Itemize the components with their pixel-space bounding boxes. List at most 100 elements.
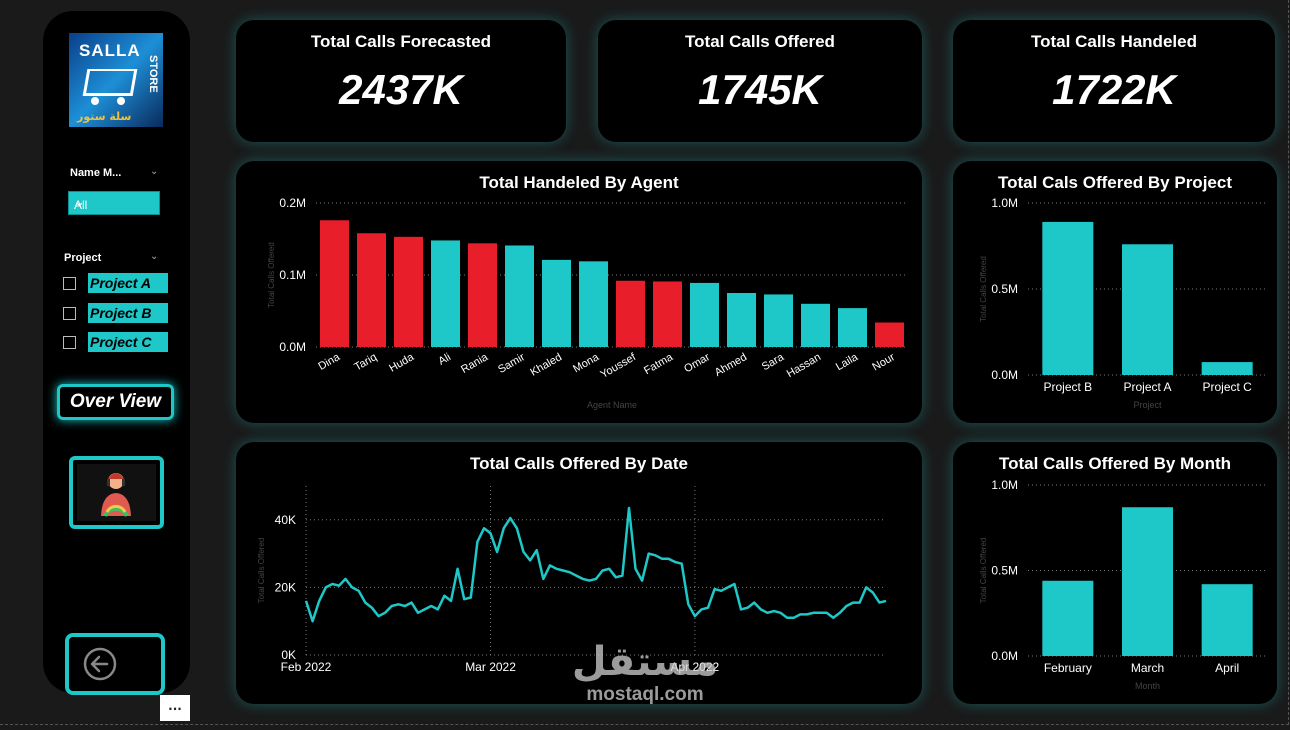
y-tick-label: 40K	[275, 513, 296, 527]
x-tick-label: Mona	[571, 351, 602, 376]
kpi-value: 1722K	[1052, 66, 1176, 113]
kpi-title: Total Calls Offered	[685, 32, 835, 51]
agent-bar-chart[interactable]: 0.0M 0.1M 0.2M Total Calls Offered Agent Nam…	[236, 161, 922, 423]
chart-card-agent: Total Handeled By Agent 0.0M 0.1M 0.2M Tota…	[236, 161, 922, 423]
bar	[1122, 507, 1173, 656]
name-slicer-title: Name M...	[70, 167, 122, 179]
shopping-cart-icon	[82, 69, 138, 96]
x-tick-label: Samir	[496, 351, 527, 376]
x-tick-label: Huda	[387, 351, 417, 375]
x-axis-label: Agent Name	[587, 400, 637, 410]
x-tick-label: Laila	[834, 351, 861, 373]
project-bar-chart[interactable]: 0.0M 0.5M 1.0M Total Calls Offered Project Pr…	[953, 161, 1277, 423]
y-tick-label: 0K	[281, 648, 296, 662]
kpi-title: Total Calls Forecasted	[310, 32, 492, 51]
x-tick-label: Project C	[1202, 380, 1252, 394]
cart-wheel-icon	[91, 97, 99, 105]
y-tick-label: 0.0M	[991, 368, 1018, 382]
bar	[1122, 244, 1173, 375]
x-tick-label: Apr 2022	[671, 660, 720, 674]
kpi-title: Total Calls Handeled	[1031, 32, 1197, 51]
x-tick-label: Fatma	[642, 351, 676, 377]
name-slicer-value: All	[74, 198, 88, 212]
y-tick-label: 0.2M	[279, 196, 306, 210]
x-tick-label: February	[1044, 661, 1092, 675]
overview-button[interactable]: Over View	[57, 384, 174, 420]
agent-headset-icon	[77, 464, 156, 521]
y-axis-label: Total Calls Offered	[267, 242, 276, 308]
agent-page-button[interactable]	[69, 456, 164, 529]
bar	[505, 245, 534, 347]
kpi-value: 2437K	[339, 66, 463, 113]
y-tick-label: 0.0M	[279, 340, 306, 354]
y-tick-label: 0.5M	[991, 282, 1018, 296]
x-tick-label: Project B	[1043, 380, 1092, 394]
cart-wheel-icon	[117, 97, 125, 105]
checkbox[interactable]	[63, 307, 76, 320]
x-tick-label: March	[1131, 661, 1164, 675]
chart-card-date: Total Calls Offered By Date 0K 20K 40K Tota…	[236, 442, 922, 704]
back-button[interactable]	[65, 633, 165, 695]
x-tick-label: Omar	[682, 351, 712, 375]
x-tick-label: Nour	[870, 351, 897, 373]
x-tick-label: Hassan	[785, 351, 823, 380]
chart-title: Total Cals Offered By Project	[998, 173, 1232, 192]
bar	[727, 293, 756, 347]
chevron-down-icon: ⌄	[74, 194, 85, 209]
y-tick-label: 20K	[275, 580, 296, 594]
name-slicer-dropdown[interactable]: All ⌄	[68, 191, 160, 215]
bar	[394, 236, 423, 347]
x-tick-label: Ahmed	[713, 351, 749, 379]
chart-card-project: Total Cals Offered By Project 0.0M 0.5M 1.…	[953, 161, 1277, 423]
y-tick-label: 1.0M	[991, 196, 1018, 210]
x-tick-label: April	[1215, 661, 1239, 675]
logo-text-salla: SALLA	[79, 41, 141, 60]
logo-text-arabic: سلة ستور	[77, 110, 132, 123]
salla-store-logo: SALLA STORE سلة ستور	[69, 33, 163, 127]
checkbox[interactable]	[63, 277, 76, 290]
y-tick-label: 0.0M	[991, 649, 1018, 663]
mostaql-watermark: مستقل mostaql.com	[565, 640, 725, 720]
project-slicer-label: Project B	[88, 303, 168, 323]
chart-title: Total Calls Offered By Month	[998, 454, 1232, 473]
project-slicer-title: Project	[64, 252, 102, 264]
bar	[579, 261, 608, 347]
bar	[431, 240, 460, 347]
y-tick-label: 0.5M	[991, 564, 1018, 578]
date-line-chart[interactable]: 0K 20K 40K Total Calls Offered Feb 2022 Mar 2…	[236, 442, 922, 704]
chevron-down-icon[interactable]: ⌄	[150, 166, 159, 177]
bar	[764, 294, 793, 347]
month-bar-chart[interactable]: 0.0M 0.5M 1.0M Total Calls Offered Month Febr…	[953, 442, 1277, 704]
x-tick-label: Ali	[436, 351, 453, 368]
x-tick-label: Mar 2022	[465, 660, 516, 674]
bar	[320, 220, 349, 347]
sidebar: SALLA STORE سلة ستور Name M... ⌄ All ⌄ P…	[43, 11, 190, 695]
bar	[838, 308, 867, 347]
x-tick-label: Youssef	[598, 351, 638, 381]
x-tick-label: Dina	[316, 351, 342, 373]
back-arrow-icon	[83, 647, 117, 681]
bar	[1042, 580, 1094, 656]
x-tick-label: Rania	[459, 351, 491, 376]
kpi-card-forecasted: Total Calls Forecasted 2437K	[236, 20, 566, 142]
chart-title: Total Calls Offered By Date	[470, 454, 688, 473]
bar	[690, 282, 719, 347]
watermark-latin: mostaql.com	[586, 684, 704, 705]
bar	[616, 280, 645, 347]
x-axis-label: Month	[1135, 681, 1160, 691]
bar	[542, 259, 571, 347]
chevron-down-icon[interactable]: ⌄	[150, 251, 159, 262]
y-axis-label: Total Calls Offered	[257, 538, 266, 604]
logo-text-store: STORE	[147, 55, 159, 93]
kpi-card-handeled: Total Calls Handeled 1722K	[953, 20, 1275, 142]
more-options-button[interactable]: ...	[160, 695, 190, 721]
bar	[875, 322, 904, 347]
x-tick-label: Feb 2022	[281, 660, 332, 674]
x-tick-label: Khaled	[528, 351, 564, 379]
y-axis-label: Total Calls Offered	[979, 538, 988, 604]
checkbox[interactable]	[63, 336, 76, 349]
bar	[1201, 584, 1253, 656]
project-slicer-label: Project A	[88, 273, 168, 293]
project-slicer-label: Project C	[88, 332, 168, 352]
